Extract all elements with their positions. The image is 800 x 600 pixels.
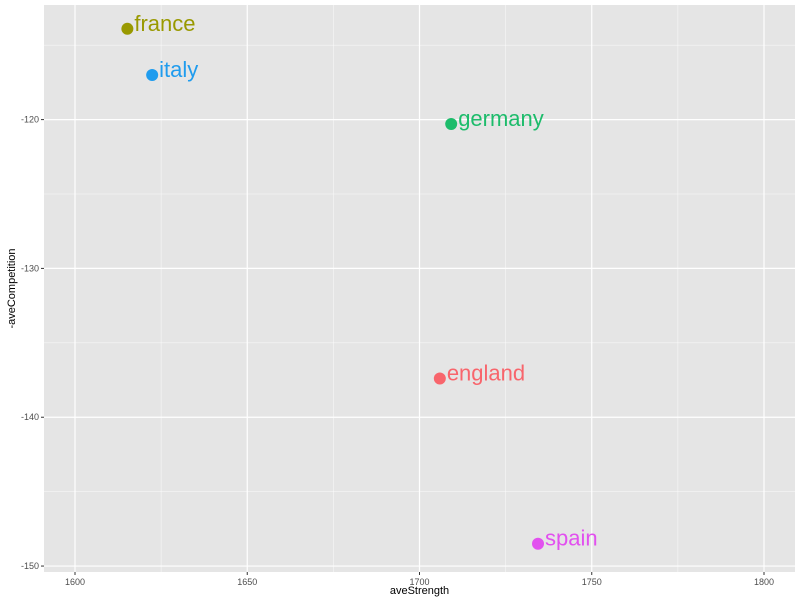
x-tick-label: 1650 — [237, 577, 257, 587]
point-label-italy: italy — [159, 57, 198, 82]
y-tick-label: -130 — [21, 263, 39, 273]
x-tick-label: 1700 — [409, 577, 429, 587]
x-axis-title: aveStrength — [390, 585, 449, 597]
y-axis-ticks: -150 -140 -130 -120 — [21, 115, 44, 571]
point-spain — [532, 537, 545, 550]
major-grid — [44, 5, 795, 572]
y-tick-label: -140 — [21, 412, 39, 422]
x-tick-label: 1800 — [754, 577, 774, 587]
x-tick-label: 1600 — [65, 577, 85, 587]
point-label-germany: germany — [458, 106, 544, 131]
point-label-france: france — [134, 11, 195, 36]
point-label-spain: spain — [545, 526, 598, 551]
point-italy — [146, 68, 159, 81]
point-england — [433, 372, 446, 385]
x-tick-label: 1750 — [582, 577, 602, 587]
y-tick-label: -150 — [21, 561, 39, 571]
y-axis-title: -aveCompetition — [6, 248, 18, 328]
point-label-england: england — [447, 361, 525, 386]
point-germany — [445, 118, 458, 131]
data-points: france italy germany england spain — [121, 11, 598, 551]
x-axis-ticks: 1600 1650 1700 1750 1800 — [65, 572, 774, 587]
point-france — [121, 22, 134, 35]
y-tick-label: -120 — [21, 115, 39, 125]
